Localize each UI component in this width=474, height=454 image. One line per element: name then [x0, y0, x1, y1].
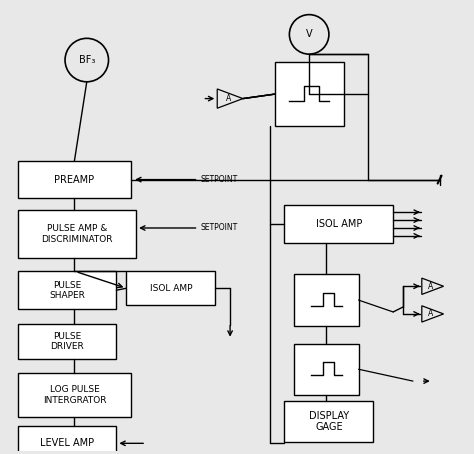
Text: DISPLAY
GAGE: DISPLAY GAGE	[309, 411, 349, 432]
Bar	[18, 210, 136, 257]
Bar	[18, 425, 117, 454]
Text: LEVEL AMP: LEVEL AMP	[40, 438, 94, 448]
Bar	[274, 62, 344, 126]
Text: LOG PULSE
INTERGRATOR: LOG PULSE INTERGRATOR	[43, 385, 106, 405]
Bar	[18, 161, 131, 198]
Text: V: V	[306, 30, 312, 39]
Bar	[18, 324, 117, 360]
Bar	[284, 401, 374, 442]
Text: A: A	[428, 310, 434, 318]
Text: SETPOINT: SETPOINT	[201, 223, 237, 232]
Text: ISOL AMP: ISOL AMP	[149, 284, 192, 293]
Bar	[18, 373, 131, 417]
Text: A: A	[428, 282, 434, 291]
Text: A: A	[226, 94, 231, 103]
Bar	[294, 344, 358, 395]
Text: PULSE AMP &
DISCRIMINATOR: PULSE AMP & DISCRIMINATOR	[41, 224, 113, 244]
Bar	[18, 271, 117, 309]
Text: PULSE
SHAPER: PULSE SHAPER	[49, 281, 85, 300]
Text: BF₃: BF₃	[79, 55, 95, 65]
Bar	[126, 271, 215, 305]
Bar	[294, 274, 358, 326]
Text: PREAMP: PREAMP	[55, 175, 94, 185]
Bar	[284, 205, 393, 243]
Text: SETPOINT: SETPOINT	[201, 175, 237, 184]
Text: PULSE
DRIVER: PULSE DRIVER	[50, 332, 84, 351]
Text: ISOL AMP: ISOL AMP	[316, 219, 362, 229]
